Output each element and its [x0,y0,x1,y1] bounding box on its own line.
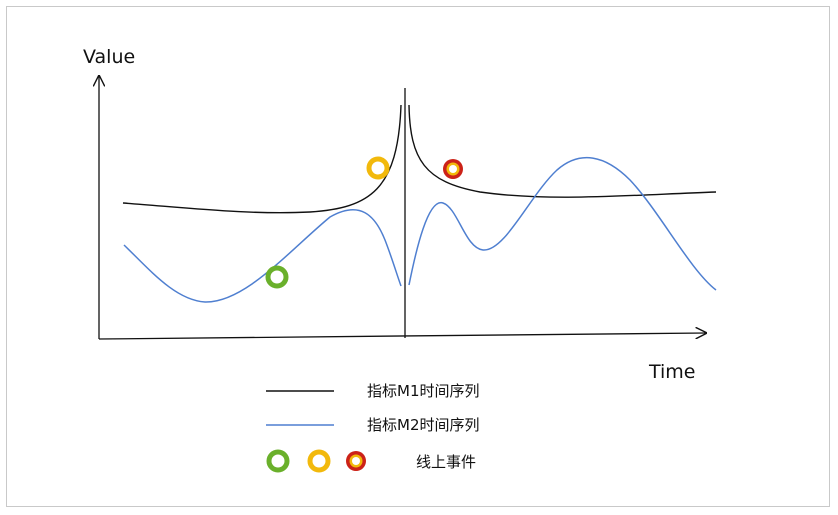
legend-m2-label: 指标M2时间序列 [367,416,480,434]
legend-event-green-icon [266,449,290,473]
m1-series-right [408,104,717,198]
x-axis-label: Time [648,361,696,383]
legend-event-red-icon [346,451,366,471]
y-axis-label: Value [83,46,135,68]
event-marker-red [443,159,463,179]
x-axis [98,333,706,340]
event-marker-green [265,265,289,289]
legend: 指标M1时间序列 指标M2时间序列 线上事件 [266,382,480,473]
legend-events-label: 线上事件 [416,453,476,471]
m2-series-left [123,208,402,303]
legend-event-yellow-icon [307,449,331,473]
legend-m1-label: 指标M1时间序列 [367,382,480,400]
diagram-frame [6,6,830,507]
event-marker-yellow [366,156,390,180]
m1-series-left [122,104,402,214]
m2-series-right [408,156,717,291]
